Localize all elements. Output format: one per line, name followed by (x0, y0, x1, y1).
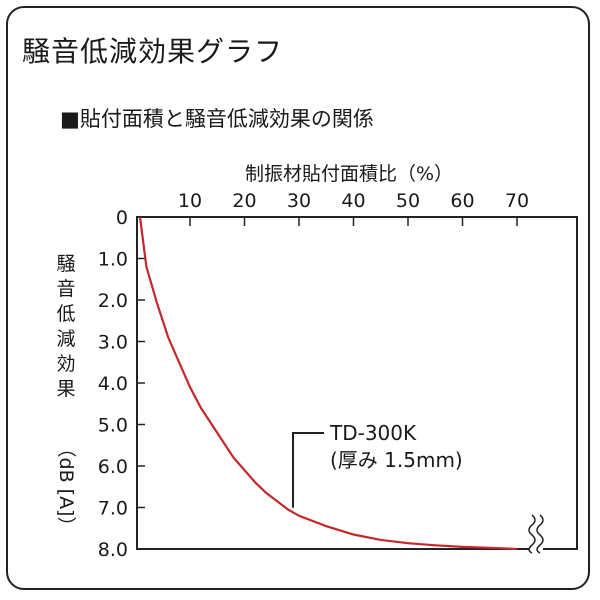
x-tick-label: 20 (232, 190, 256, 212)
axis-break-mask (529, 511, 543, 555)
axis-break-squiggle-left (528, 514, 536, 554)
y-tick-label: 2.0 (98, 290, 128, 312)
x-tick-label: 30 (287, 190, 311, 212)
y-tick-label: 0 (116, 207, 128, 229)
x-tick-label: 60 (450, 190, 474, 212)
plot-frame (136, 216, 578, 550)
y-tick-label: 7.0 (98, 498, 128, 520)
x-tick-label: 50 (396, 190, 420, 212)
chart-subtitle: ■貼付面積と騒音低減効果の関係 (60, 107, 374, 131)
page-title: 騒音低減効果グラフ (22, 35, 284, 68)
annotation-leader-line (292, 432, 324, 508)
annotation-thickness-label: (厚み 1.5mm) (330, 448, 463, 472)
y-tick-label: 4.0 (98, 373, 128, 395)
axis-break-squiggle-right (536, 514, 544, 554)
y-axis-unit-label: （dB [A]） (55, 439, 77, 536)
y-tick-label: 3.0 (98, 332, 128, 354)
x-tick-label: 10 (178, 190, 202, 212)
outer-frame (6, 6, 590, 590)
x-tick-label: 70 (505, 190, 529, 212)
y-tick-label: 8.0 (98, 539, 128, 561)
x-tick-label: 40 (341, 190, 365, 212)
y-axis-label: 騒音低減効果 (56, 253, 75, 400)
x-axis-label: 制振材貼付面積比（%） (245, 163, 453, 185)
y-tick-label: 6.0 (98, 456, 128, 478)
series-line-td-300k (138, 216, 518, 551)
y-tick-label: 1.0 (98, 249, 128, 271)
y-tick-label: 5.0 (98, 415, 128, 437)
annotation-series-label: TD-300K (329, 421, 417, 445)
